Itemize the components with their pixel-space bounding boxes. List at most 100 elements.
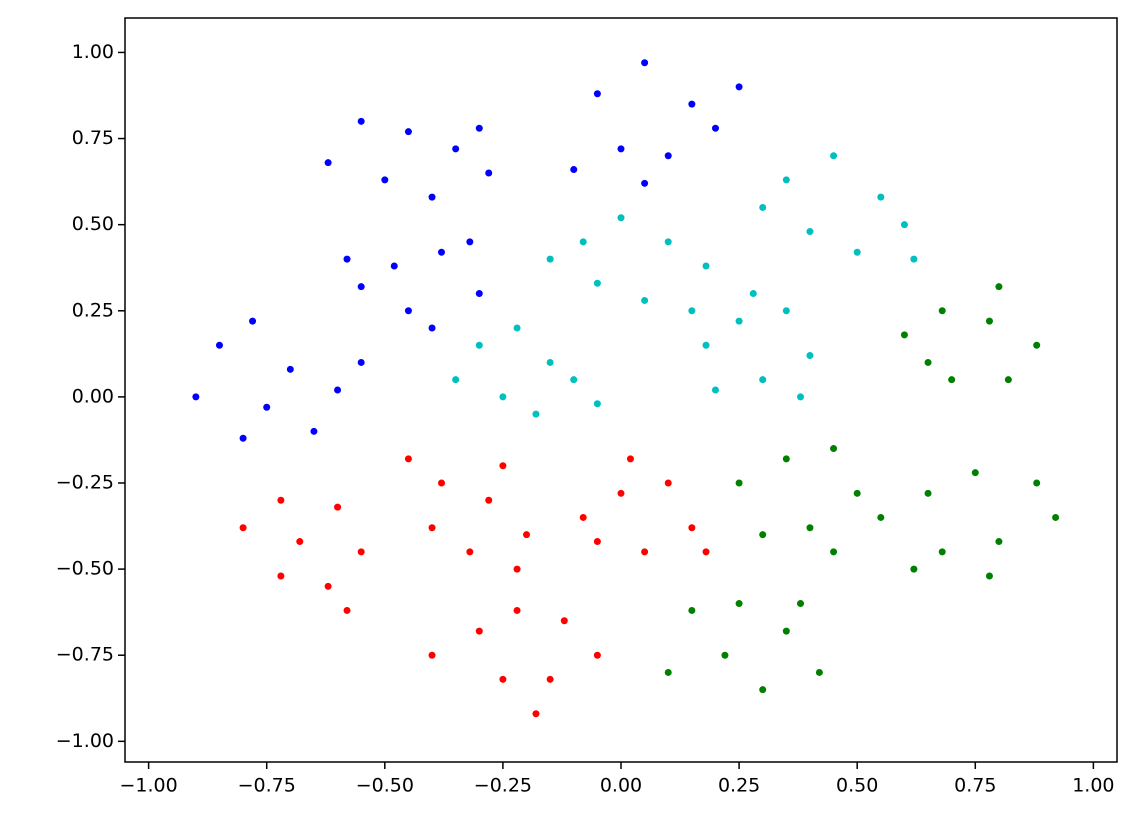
- point: [263, 403, 271, 411]
- point: [192, 393, 200, 401]
- point: [995, 283, 1003, 291]
- point: [334, 386, 342, 394]
- point: [499, 675, 507, 683]
- point: [782, 627, 790, 635]
- x-tick-label: 0.25: [718, 775, 760, 797]
- x-tick-label: 0.75: [954, 775, 996, 797]
- point: [239, 524, 247, 532]
- point: [924, 489, 932, 497]
- point: [452, 145, 460, 153]
- y-tick-label: −1.00: [56, 730, 114, 752]
- x-tick-label: −1.00: [120, 775, 178, 797]
- point: [546, 675, 554, 683]
- point: [343, 606, 351, 614]
- point: [702, 341, 710, 349]
- point: [782, 455, 790, 463]
- point: [593, 400, 601, 408]
- point: [711, 386, 719, 394]
- point: [593, 90, 601, 98]
- point: [985, 572, 993, 580]
- point: [688, 307, 696, 315]
- point: [688, 100, 696, 108]
- point: [735, 479, 743, 487]
- point: [815, 668, 823, 676]
- point: [617, 145, 625, 153]
- point: [277, 572, 285, 580]
- point: [466, 548, 474, 556]
- point: [900, 331, 908, 339]
- point: [877, 513, 885, 521]
- point: [239, 434, 247, 442]
- y-tick-label: 0.00: [72, 385, 114, 407]
- point: [971, 469, 979, 477]
- point: [437, 479, 445, 487]
- point: [343, 255, 351, 263]
- point: [759, 531, 767, 539]
- point: [797, 600, 805, 608]
- point: [910, 255, 918, 263]
- point: [948, 376, 956, 384]
- point: [797, 393, 805, 401]
- point: [532, 710, 540, 718]
- point: [286, 365, 294, 373]
- point: [523, 531, 531, 539]
- point: [664, 479, 672, 487]
- point: [664, 238, 672, 246]
- point: [249, 317, 257, 325]
- point: [404, 455, 412, 463]
- y-tick-label: 0.75: [72, 127, 114, 149]
- point: [593, 651, 601, 659]
- x-tick-label: −0.25: [474, 775, 532, 797]
- point: [381, 176, 389, 184]
- point: [579, 238, 587, 246]
- point: [641, 296, 649, 304]
- point: [910, 565, 918, 573]
- point: [324, 159, 332, 167]
- point: [877, 193, 885, 201]
- x-tick-label: 0.00: [600, 775, 642, 797]
- y-tick-label: 0.25: [72, 299, 114, 321]
- point: [593, 279, 601, 287]
- point: [938, 307, 946, 315]
- point: [1052, 513, 1060, 521]
- y-tick-label: 1.00: [72, 41, 114, 63]
- point: [310, 427, 318, 435]
- point: [938, 548, 946, 556]
- point: [830, 445, 838, 453]
- point: [721, 651, 729, 659]
- point: [428, 651, 436, 659]
- point: [475, 627, 483, 635]
- x-tick-label: 0.50: [836, 775, 878, 797]
- point: [428, 324, 436, 332]
- point: [641, 59, 649, 67]
- point: [579, 513, 587, 521]
- point: [626, 455, 634, 463]
- y-tick-label: −0.25: [56, 472, 114, 494]
- point: [688, 606, 696, 614]
- y-tick-label: −0.50: [56, 558, 114, 580]
- point: [357, 548, 365, 556]
- point: [532, 410, 540, 418]
- point: [702, 548, 710, 556]
- point: [404, 128, 412, 136]
- point: [664, 152, 672, 160]
- point: [806, 228, 814, 236]
- point: [830, 152, 838, 160]
- point: [485, 169, 493, 177]
- point: [853, 248, 861, 256]
- point: [513, 565, 521, 573]
- point: [688, 524, 696, 532]
- point: [513, 606, 521, 614]
- point: [924, 358, 932, 366]
- y-tick-label: −0.75: [56, 644, 114, 666]
- point: [664, 668, 672, 676]
- point: [499, 462, 507, 470]
- point: [806, 352, 814, 360]
- point: [702, 262, 710, 270]
- point: [546, 358, 554, 366]
- point: [985, 317, 993, 325]
- point: [830, 548, 838, 556]
- point: [759, 376, 767, 384]
- point: [782, 307, 790, 315]
- point: [1004, 376, 1012, 384]
